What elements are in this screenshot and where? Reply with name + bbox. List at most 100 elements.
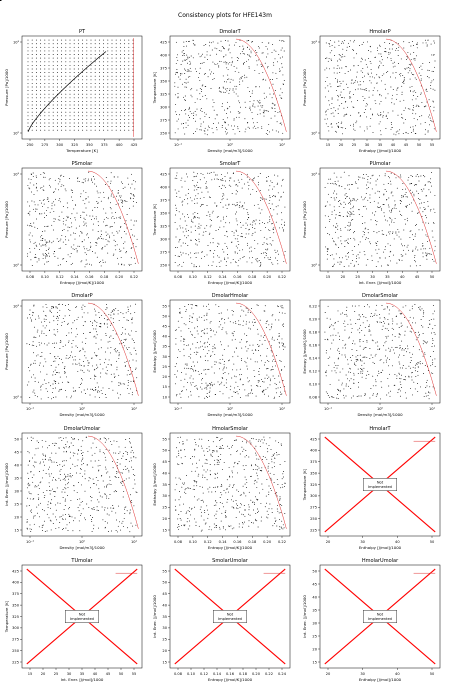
y-tick-label: 15 [312, 660, 317, 664]
x-tick-label: 45 [106, 672, 111, 676]
x-tick-label: 30 [370, 275, 375, 279]
x-tick-label: 10⁰ [227, 407, 234, 411]
y-tick-label: 400 [160, 185, 168, 189]
chart-title: TUmolar [70, 558, 93, 564]
x-tick-label: 0.20 [252, 672, 261, 676]
chart-title: PUmolar [369, 161, 391, 167]
plot-marks [0, 0, 138, 665]
chart-title: DmolarSmolar [362, 293, 399, 299]
x-tick-label: 0.10 [189, 275, 198, 279]
plot-area [21, 35, 143, 140]
plot-marks [0, 0, 139, 400]
chart-title: HmolarP [369, 29, 390, 35]
state-points [324, 39, 436, 136]
y-tick-label: 45 [14, 450, 19, 454]
plot-marks [0, 0, 287, 136]
y-tick-label: 35 [14, 476, 19, 480]
y-tick-label: 10² [13, 263, 20, 267]
x-tick-label: 325 [71, 143, 78, 147]
x-tick-label: 20 [326, 672, 331, 676]
y-tick-label: 20 [162, 649, 167, 653]
plot-marks [0, 0, 436, 665]
chart-title: DmolarP [71, 293, 92, 299]
x-tick-label: 250 [27, 143, 35, 147]
y-axis-label: Pressure [Pa]/1000 [4, 201, 9, 238]
plot-area [21, 167, 143, 272]
x-tick-label: 0.18 [239, 672, 248, 676]
plot-area [169, 167, 291, 272]
x-tick-label: 0.14 [219, 275, 228, 279]
x-tick-label: 350 [86, 143, 94, 147]
x-tick-label: 35 [385, 275, 390, 279]
x-tick-label: 50 [430, 540, 435, 544]
x-tick-label: 0.08 [26, 275, 35, 279]
x-tick-label: 300 [56, 143, 64, 147]
not-implemented-label: Not [227, 612, 234, 616]
x-tick-label: 0.08 [174, 540, 183, 544]
x-tick-label: 10⁰ [227, 143, 234, 147]
x-axis-label: Entropy [J/mol/K]/1000 [60, 280, 105, 285]
x-tick-label: 35 [378, 143, 383, 147]
x-tick-label: 10⁻¹ [26, 407, 34, 411]
x-tick-label: 50 [430, 672, 435, 676]
y-axis-label: Int. Ener. [J/mol]/1000 [152, 595, 157, 638]
x-tick-label: 0.18 [100, 275, 109, 279]
chart-title: HmolarSmolar [212, 426, 249, 432]
y-tick-label: 30 [162, 494, 167, 498]
y-tick-label: 325 [160, 92, 167, 96]
y-axis-label: Temperature [K] [152, 71, 157, 104]
x-tick-label: 0.10 [189, 540, 198, 544]
chart-title: DmolarUmolar [64, 426, 101, 432]
y-tick-label: 55 [162, 437, 167, 441]
y-axis-label: Pressure [Pa]/1000 [4, 69, 9, 106]
x-tick-label: 0.16 [233, 275, 242, 279]
x-tick-label: 25 [352, 143, 357, 147]
x-tick-label: 0.16 [85, 275, 94, 279]
y-tick-label: 10² [13, 131, 20, 135]
boundary-line [235, 38, 287, 132]
y-tick-label: 350 [160, 79, 168, 83]
y-tick-label: 375 [160, 198, 167, 202]
chart-title: PT [79, 29, 86, 35]
x-tick-label: 30 [360, 540, 365, 544]
y-tick-label: 275 [310, 506, 317, 510]
not-implemented-label: Implemented [218, 617, 242, 621]
state-points [324, 171, 436, 268]
y-tick-label: 15 [162, 528, 167, 532]
boundary-line [235, 302, 287, 396]
chart-pumolar: PUmolar 15 20 25 30 35 40 45 50 10² 10³ Int. Ener. … [0, 0, 441, 285]
x-tick-label: 10⁰ [79, 407, 86, 411]
y-tick-label: 25 [162, 638, 167, 642]
y-tick-label: 20 [162, 517, 167, 521]
x-tick-label: 0.22 [278, 275, 286, 279]
y-axis-label: Pressure [Pa]/1000 [302, 201, 307, 238]
y-tick-label: 20 [162, 375, 167, 379]
not-implemented-label: Not [377, 480, 384, 484]
y-axis-label: Int. Ener. [J/mol]/1000 [4, 463, 9, 506]
plot-marks [0, 0, 437, 400]
chart-hmolarumolar: HmolarUmolar 20 30 40 50 15 20 25 30 35 40 45 50 Enth… [0, 0, 441, 682]
x-tick-label: 20 [326, 540, 331, 544]
y-tick-label: 300 [310, 494, 318, 498]
y-tick-label: 400 [310, 449, 318, 453]
x-tick-label: 10¹ [131, 540, 138, 544]
x-tick-label: 400 [116, 143, 124, 147]
y-tick-label: 20 [312, 647, 317, 651]
y-tick-label: 400 [12, 581, 20, 585]
x-tick-label: 375 [101, 143, 108, 147]
x-axis-label: Enthalpy [J/mol]/1000 [359, 677, 402, 682]
y-tick-label: 275 [160, 250, 167, 254]
x-tick-label: 0.08 [174, 672, 183, 676]
x-tick-label: 0.14 [213, 672, 222, 676]
y-tick-label: 35 [162, 615, 167, 619]
y-axis-label: Pressure [Pa]/1000 [302, 69, 307, 106]
chart-smolart: SmolarT 0.08 0.10 0.12 0.14 0.16 0.18 0.20 0.22 2… [0, 0, 291, 285]
y-tick-label: 0.20 [309, 317, 318, 321]
y-tick-label: 45 [162, 325, 167, 329]
y-tick-label: 25 [14, 502, 19, 506]
figure-title: Consistency plots for HFE143m [178, 12, 272, 19]
chart-title: HmolarUmolar [362, 558, 399, 564]
